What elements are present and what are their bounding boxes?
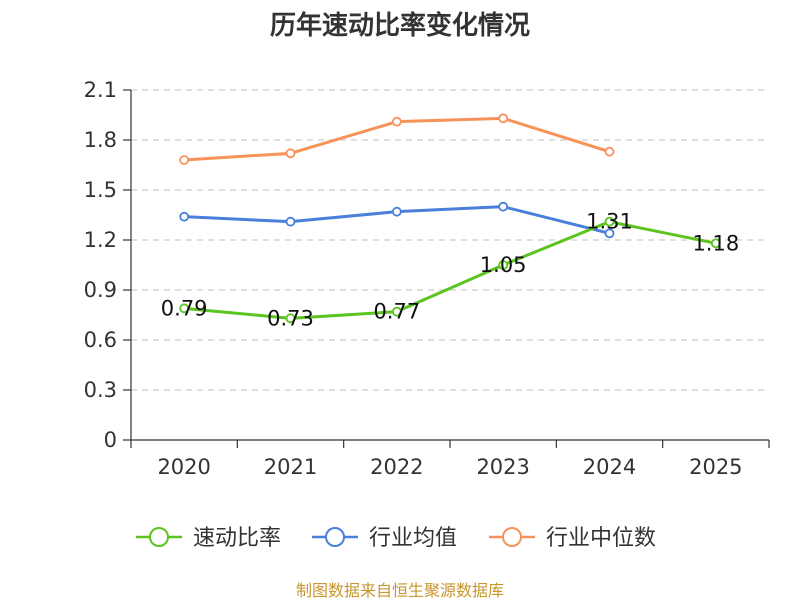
data-point[interactable] bbox=[498, 260, 509, 270]
x-tick-label: 2024 bbox=[583, 455, 636, 479]
data-label: 1.31 bbox=[586, 210, 633, 234]
y-tick-label: 0 bbox=[104, 428, 117, 452]
data-point[interactable] bbox=[710, 238, 721, 249]
legend-item-0[interactable]: 速动比率 bbox=[136, 526, 281, 551]
legend-label: 行业中位数 bbox=[546, 526, 656, 551]
data-point[interactable] bbox=[391, 116, 402, 127]
legend-label: 行业均值 bbox=[369, 526, 457, 551]
data-label: 1.05 bbox=[480, 253, 527, 277]
data-labels: 0.79 0.73 0.77 1.05 1.31 1.18 bbox=[161, 210, 739, 331]
y-tick-label: 1.5 bbox=[84, 178, 117, 202]
legend-item-1[interactable]: 行业均值 bbox=[312, 526, 457, 551]
legend-item-2[interactable]: 行业中位数 bbox=[489, 526, 656, 551]
y-tick-label: 0.3 bbox=[84, 378, 117, 402]
y-tick-label: 2.1 bbox=[84, 78, 117, 102]
data-point[interactable] bbox=[179, 211, 190, 222]
x-tick-label: 2021 bbox=[264, 455, 317, 479]
data-point[interactable] bbox=[179, 303, 190, 314]
data-point[interactable] bbox=[604, 228, 615, 239]
legend[interactable]: 速动比率 行业均值 行业中位数 bbox=[136, 526, 656, 551]
data-point[interactable] bbox=[285, 216, 296, 227]
x-tick-label: 2020 bbox=[157, 455, 210, 479]
y-tick-label: 0.9 bbox=[84, 278, 117, 302]
legend-marker-icon bbox=[149, 527, 169, 547]
data-point[interactable] bbox=[391, 306, 402, 317]
data-point[interactable] bbox=[285, 313, 296, 324]
data-point[interactable] bbox=[604, 216, 615, 227]
data-point[interactable] bbox=[285, 148, 296, 159]
x-tick-label: 2023 bbox=[476, 455, 529, 479]
data-label: 0.79 bbox=[161, 296, 208, 320]
source-note: 制图数据来自恒生聚源数据库 bbox=[296, 581, 504, 600]
data-point[interactable] bbox=[498, 201, 509, 212]
y-tick-label: 1.8 bbox=[84, 128, 117, 152]
series-lines bbox=[179, 113, 721, 324]
x-tick-label: 2022 bbox=[370, 455, 423, 479]
legend-marker-icon bbox=[502, 527, 522, 547]
y-tick-label: 0.6 bbox=[84, 328, 117, 352]
legend-label: 速动比率 bbox=[193, 526, 281, 551]
series-line-0 bbox=[182, 220, 718, 320]
data-point[interactable] bbox=[604, 146, 615, 157]
legend-marker-icon bbox=[325, 527, 345, 547]
data-point[interactable] bbox=[179, 155, 190, 165]
chart-title: 历年速动比率变化情况 bbox=[270, 10, 530, 41]
data-point[interactable] bbox=[498, 113, 509, 124]
data-label: 0.77 bbox=[373, 300, 420, 324]
data-point[interactable] bbox=[391, 206, 402, 217]
grid-lines bbox=[131, 89, 769, 391]
axes: 0 0.3 0.6 0.9 1.2 1.5 1.8 2.1 2020 2021 2022 2023 20… bbox=[84, 78, 770, 479]
data-label: 1.18 bbox=[692, 231, 739, 255]
x-tick-label: 2025 bbox=[689, 455, 742, 479]
data-label: 0.73 bbox=[267, 306, 314, 330]
y-tick-label: 1.2 bbox=[84, 228, 117, 252]
